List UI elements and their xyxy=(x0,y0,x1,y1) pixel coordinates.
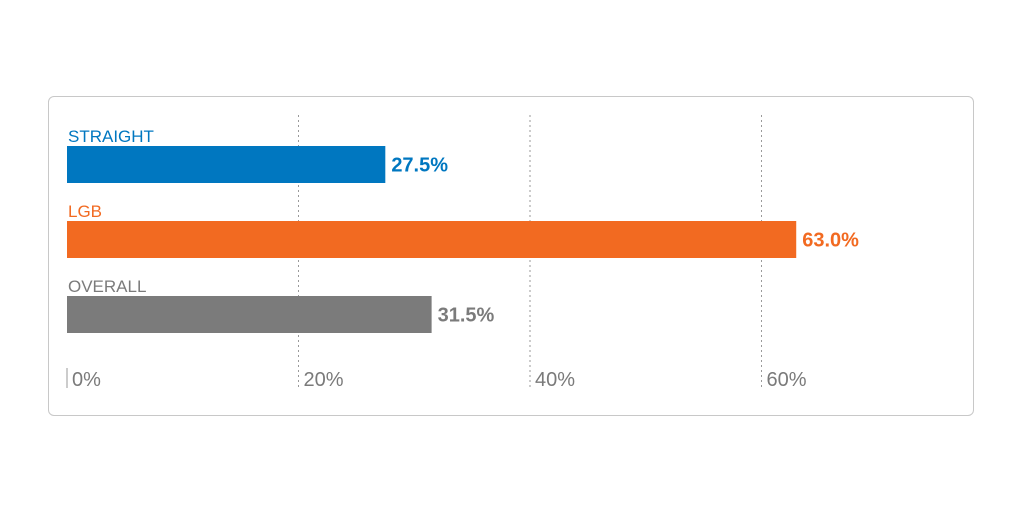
x-tick-label: 60% xyxy=(767,369,807,391)
bar-straight xyxy=(67,146,386,183)
category-label: LGB xyxy=(68,202,102,221)
bar-overall xyxy=(67,296,432,333)
x-tick-label: 20% xyxy=(304,369,344,391)
category-label: STRAIGHT xyxy=(68,127,154,146)
value-label: 31.5% xyxy=(438,305,495,327)
value-label: 63.0% xyxy=(802,230,859,252)
value-label: 27.5% xyxy=(391,155,448,177)
category-label: OVERALL xyxy=(68,277,146,296)
x-tick-label: 0% xyxy=(72,369,101,391)
bar-lgb xyxy=(67,221,797,258)
x-tick-label: 40% xyxy=(535,369,575,391)
